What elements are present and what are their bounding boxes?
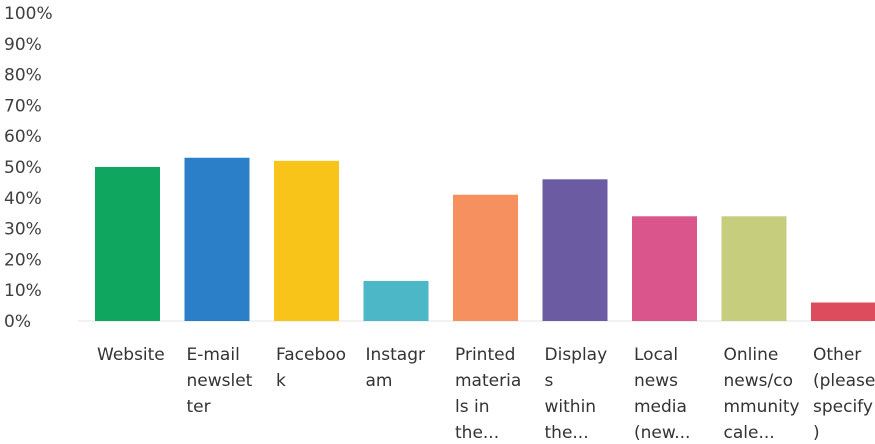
x-category-label: media xyxy=(634,397,687,417)
y-tick-label: 0% xyxy=(4,312,31,332)
y-tick-label: 60% xyxy=(4,127,42,147)
bar xyxy=(363,280,429,321)
x-category-label: E-mail xyxy=(187,345,240,365)
x-category-label: news xyxy=(634,371,678,391)
y-axis-ticks: 0% 10% 20% 30% 40% 50% 60% 70% 80% 90% 100% xyxy=(4,4,53,332)
x-category-label: cale... xyxy=(724,423,775,443)
x-category-label: Display xyxy=(545,345,608,365)
x-category-label: Local xyxy=(634,345,678,365)
bar xyxy=(95,167,160,321)
y-tick-label: 40% xyxy=(4,189,42,209)
bar xyxy=(184,157,250,321)
bar xyxy=(542,179,608,321)
x-category-label: k xyxy=(276,371,286,391)
x-category-label: Faceboo xyxy=(276,345,346,365)
x-category-label: news/co xyxy=(724,371,793,391)
x-category-label: Online xyxy=(724,345,779,365)
bar xyxy=(811,302,875,321)
x-category-label: s xyxy=(545,371,554,391)
y-tick-label: 50% xyxy=(4,158,42,178)
x-category-label: specify xyxy=(813,397,873,417)
y-tick-label: 20% xyxy=(4,250,42,270)
x-category-label: the... xyxy=(455,423,499,443)
y-tick-label: 80% xyxy=(4,66,42,86)
bar xyxy=(453,194,518,321)
bar xyxy=(721,216,787,321)
bar xyxy=(274,160,339,321)
x-category-label: ) xyxy=(813,423,820,443)
y-tick-label: 70% xyxy=(4,96,42,116)
x-axis-labels: Website E-mail newslet ter Faceboo k Instagr am… xyxy=(97,345,875,443)
y-tick-label: 90% xyxy=(4,35,42,55)
x-category-label: the... xyxy=(545,423,589,443)
y-tick-label: 10% xyxy=(4,281,42,301)
x-category-label: materia xyxy=(455,371,521,391)
x-category-label: Website xyxy=(97,345,165,365)
x-category-label: Instagr xyxy=(366,345,426,365)
x-category-label: mmunity xyxy=(724,397,800,417)
x-category-label: newslet xyxy=(187,371,253,391)
x-category-label: am xyxy=(366,371,393,391)
bar xyxy=(632,216,697,321)
y-tick-label: 100% xyxy=(4,4,53,24)
x-category-label: within xyxy=(545,397,597,417)
x-category-label: ls in xyxy=(455,397,489,417)
x-category-label: Printed xyxy=(455,345,515,365)
x-category-label: ter xyxy=(187,397,211,417)
x-category-label: (new... xyxy=(634,423,690,443)
y-tick-label: 30% xyxy=(4,220,42,240)
bars xyxy=(95,157,875,321)
x-category-label: (please xyxy=(813,371,875,391)
x-category-label: Other xyxy=(813,345,861,365)
